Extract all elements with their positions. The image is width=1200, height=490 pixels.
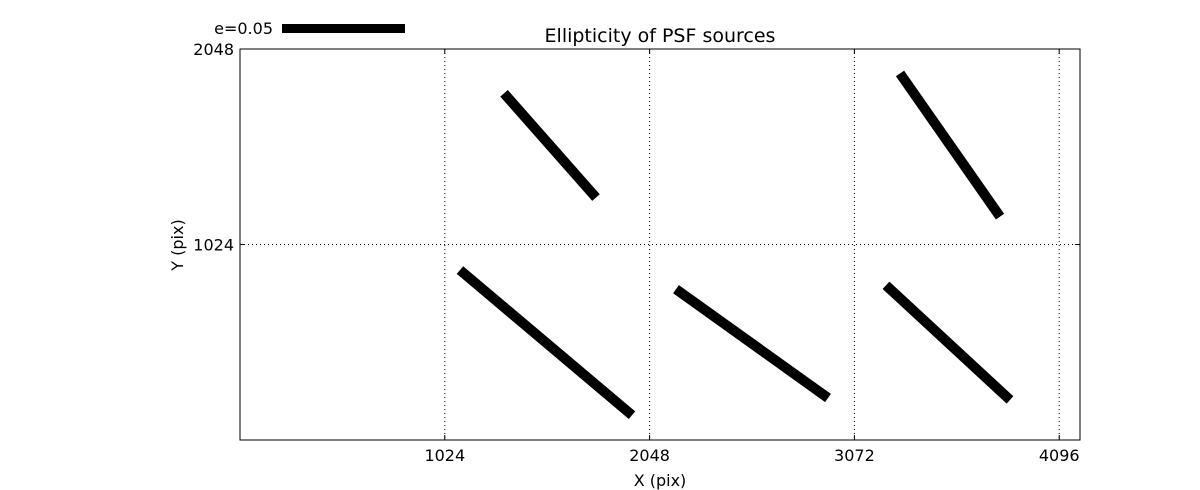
x-tick-label: 2048	[629, 446, 670, 465]
ellipticity-sticks	[456, 70, 1014, 420]
ellipticity-stick	[882, 281, 1014, 404]
ellipticity-stick	[895, 70, 1005, 220]
x-axis-label: X (pix)	[634, 471, 687, 490]
y-tick-labels: 1024 2048	[193, 40, 234, 255]
x-tick-labels: 1024 2048 3072 4096	[424, 446, 1079, 465]
y-axis-label: Y (pix)	[168, 219, 187, 271]
legend-label: e=0.05	[214, 19, 273, 38]
ellipticity-stick	[456, 266, 636, 420]
legend: e=0.05	[214, 19, 405, 38]
x-tick-label: 4096	[1039, 446, 1080, 465]
legend-key-stick	[282, 24, 405, 33]
x-tick-label: 3072	[834, 446, 875, 465]
ellipticity-stick	[673, 285, 831, 403]
chart-title: Ellipticity of PSF sources	[545, 25, 776, 47]
grid	[240, 49, 1080, 440]
y-tick-label: 2048	[193, 40, 234, 59]
ellipticity-stick	[500, 89, 600, 201]
x-tick-label: 1024	[424, 446, 465, 465]
y-tick-label: 1024	[193, 236, 234, 255]
tick-marks	[240, 48, 1080, 440]
